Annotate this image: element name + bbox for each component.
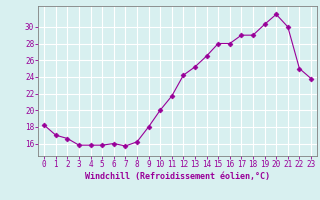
X-axis label: Windchill (Refroidissement éolien,°C): Windchill (Refroidissement éolien,°C): [85, 172, 270, 181]
